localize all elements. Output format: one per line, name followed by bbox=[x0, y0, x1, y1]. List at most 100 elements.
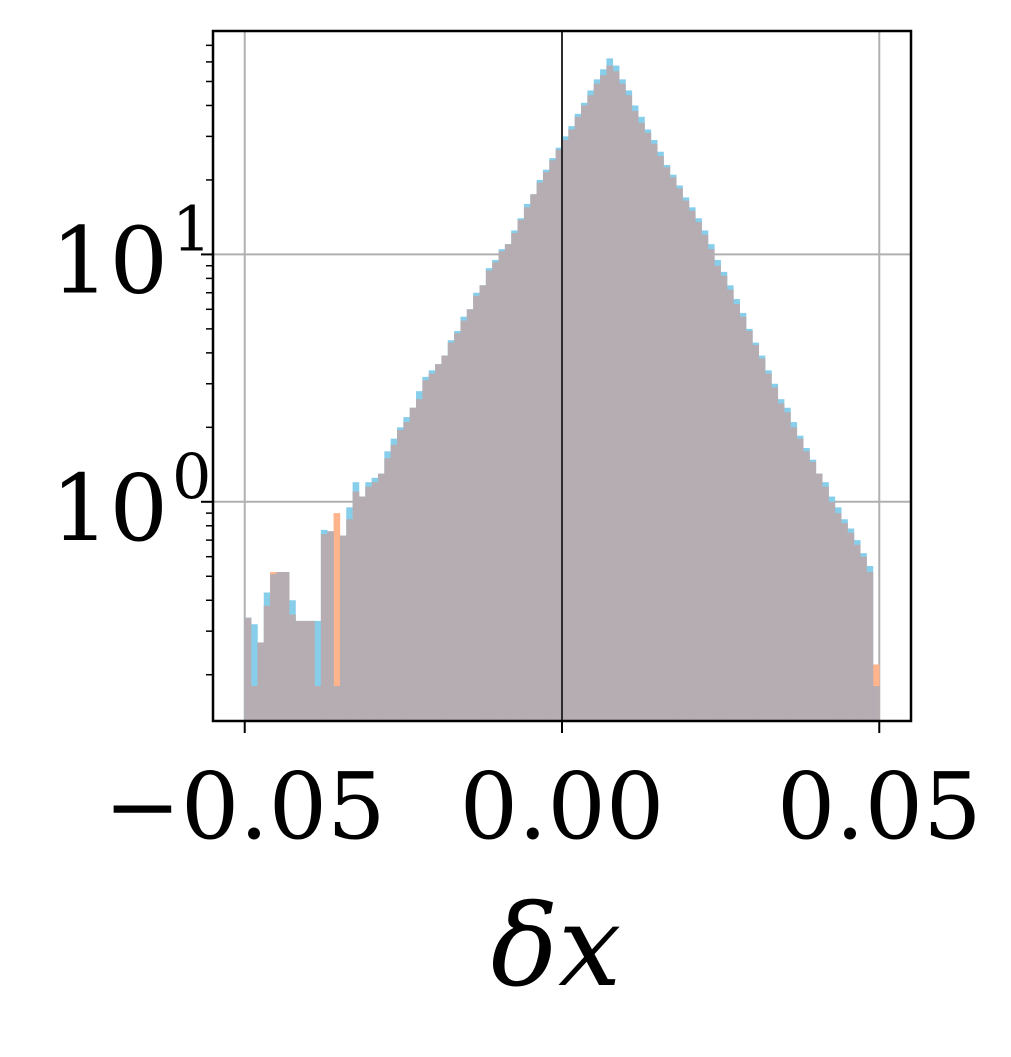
y-tick-exponent: 0 bbox=[172, 440, 211, 513]
overlap-bar bbox=[828, 501, 836, 721]
overlap-bar bbox=[834, 513, 842, 721]
x-axis-label: δx bbox=[491, 882, 622, 1012]
series-a-bar bbox=[314, 620, 322, 721]
overlap-bar bbox=[714, 265, 721, 721]
overlap-bar bbox=[733, 304, 740, 721]
overlap-bar bbox=[492, 262, 499, 721]
x-tick-label: −0.05 bbox=[104, 753, 386, 860]
overlap-bar bbox=[346, 519, 353, 721]
overlap-bar bbox=[746, 331, 753, 721]
overlap-bar bbox=[454, 333, 461, 721]
overlap-bar bbox=[752, 345, 760, 721]
overlap-bar bbox=[276, 572, 284, 721]
overlap-bar bbox=[397, 430, 404, 721]
overlap-bar bbox=[295, 620, 303, 721]
overlap-bar bbox=[390, 444, 398, 721]
overlap-bar bbox=[530, 194, 537, 722]
series-b-bar bbox=[333, 513, 341, 721]
overlap-bar bbox=[301, 620, 309, 721]
overlap-bar bbox=[511, 233, 518, 721]
overlap-bar bbox=[606, 65, 614, 721]
overlap-bar bbox=[638, 122, 645, 721]
overlap-bar bbox=[669, 177, 677, 721]
overlap-bar bbox=[841, 523, 848, 721]
overlap-bar bbox=[790, 427, 798, 721]
y-tick-label: 10 bbox=[51, 455, 168, 562]
overlap-bar bbox=[707, 249, 715, 721]
overlap-bar bbox=[536, 182, 544, 721]
overlap-bar bbox=[562, 140, 569, 722]
overlap-bar bbox=[625, 95, 633, 722]
overlap-bar bbox=[542, 172, 550, 721]
overlap-bar bbox=[847, 532, 855, 721]
overlap-bar bbox=[549, 160, 556, 722]
overlap-bar bbox=[568, 129, 575, 722]
overlap-bar bbox=[377, 473, 385, 721]
overlap-bar bbox=[688, 210, 696, 721]
overlap-bar bbox=[327, 531, 334, 721]
overlap-bar bbox=[739, 316, 747, 721]
overlap-bar bbox=[758, 358, 766, 721]
overlap-bar bbox=[663, 167, 671, 722]
overlap-bar bbox=[581, 105, 588, 721]
overlap-bar bbox=[358, 496, 366, 721]
overlap-bar bbox=[403, 422, 411, 721]
overlap-bar bbox=[657, 155, 664, 722]
overlap-bar bbox=[676, 188, 683, 721]
overlap-bar bbox=[244, 617, 252, 721]
overlap-bar bbox=[771, 387, 779, 721]
axis-ticks bbox=[201, 44, 881, 733]
overlap-bar bbox=[485, 270, 493, 721]
overlap-bar bbox=[270, 574, 277, 721]
overlap-bar bbox=[365, 486, 372, 721]
overlap-bar bbox=[631, 110, 639, 722]
overlap-bar bbox=[523, 207, 531, 721]
overlap-bar bbox=[866, 572, 874, 721]
overlap-bar bbox=[796, 438, 804, 721]
overlap-bar bbox=[809, 461, 817, 721]
y-tick-exponent: 1 bbox=[172, 192, 211, 265]
overlap-bar bbox=[644, 132, 652, 721]
overlap-bars bbox=[244, 65, 880, 722]
overlap-bar bbox=[416, 399, 423, 721]
overlap-bar bbox=[428, 373, 436, 721]
overlap-bar bbox=[466, 309, 474, 721]
overlap-bar bbox=[504, 244, 512, 721]
overlap-bar bbox=[815, 473, 823, 721]
overlap-bar bbox=[257, 642, 265, 721]
overlap-bar bbox=[784, 412, 791, 721]
overlap-bar bbox=[872, 686, 880, 721]
overlap-bar bbox=[619, 83, 626, 721]
overlap-bar bbox=[853, 544, 861, 721]
overlap-bar bbox=[498, 251, 506, 721]
overlap-bar bbox=[765, 373, 772, 721]
overlap-bar bbox=[409, 407, 417, 721]
overlap-bar bbox=[422, 380, 430, 721]
overlap-bar bbox=[720, 275, 728, 721]
series-a-bar bbox=[251, 624, 258, 721]
overlap-bar bbox=[289, 614, 296, 721]
overlap-bar bbox=[441, 355, 449, 721]
overlap-bar bbox=[803, 451, 810, 721]
overlap-bar bbox=[320, 534, 328, 721]
overlap-bar bbox=[435, 364, 442, 721]
overlap-bar bbox=[822, 486, 829, 721]
overlap-bar bbox=[650, 143, 658, 721]
overlap-bar bbox=[555, 149, 563, 722]
overlap-bar bbox=[479, 285, 487, 721]
overlap-bar bbox=[600, 75, 607, 721]
overlap-bar bbox=[282, 572, 290, 721]
x-tick-label: 0.05 bbox=[777, 753, 982, 860]
overlap-bar bbox=[593, 83, 601, 721]
overlap-bar bbox=[314, 686, 322, 721]
overlap-bar bbox=[587, 95, 595, 722]
overlap-bar bbox=[251, 686, 258, 721]
overlap-bar bbox=[352, 491, 360, 721]
overlap-bar bbox=[517, 219, 525, 721]
overlap-bar bbox=[384, 458, 391, 721]
overlap-bar bbox=[612, 71, 620, 721]
overlap-bar bbox=[333, 686, 341, 721]
overlap-bar bbox=[308, 620, 315, 721]
